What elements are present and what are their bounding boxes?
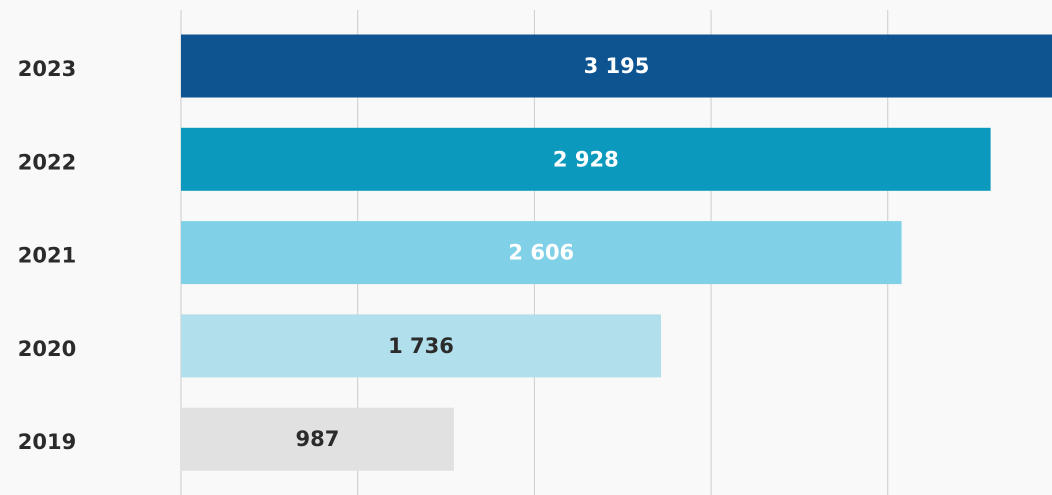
value-label: 2 606 <box>508 241 574 265</box>
value-label: 1 736 <box>388 334 454 358</box>
bar <box>181 314 662 378</box>
value-label: 987 <box>296 427 340 451</box>
bar <box>181 407 454 471</box>
y-tick-label: 2023 <box>18 57 76 81</box>
value-label: 2 928 <box>553 147 619 171</box>
bar <box>181 34 1052 98</box>
bar <box>181 221 902 285</box>
y-tick-label: 2020 <box>18 337 76 361</box>
y-tick-label: 2022 <box>18 150 76 174</box>
y-tick-label: 2021 <box>18 244 76 268</box>
value-label: 3 195 <box>584 54 650 78</box>
y-tick-label: 2019 <box>18 430 76 454</box>
bar <box>181 127 991 191</box>
